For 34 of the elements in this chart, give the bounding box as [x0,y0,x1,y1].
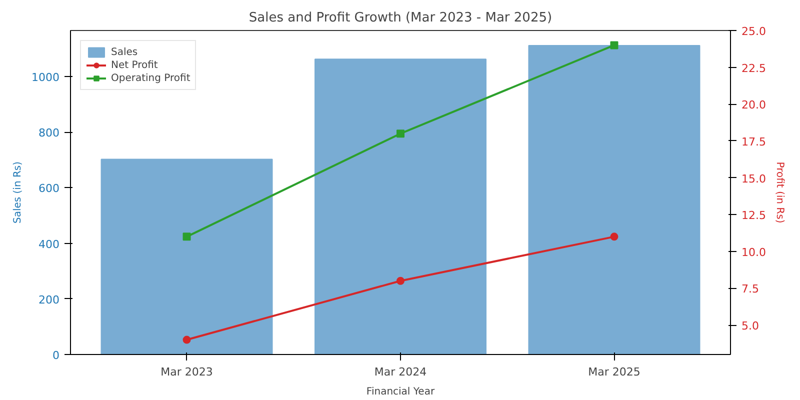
bar [314,58,486,354]
x-axis-title: Financial Year [366,386,436,398]
chart-title: Sales and Profit Growth (Mar 2023 - Mar 2025) [248,10,552,26]
legend-label: Sales [111,46,138,58]
y-tick-label: 800 [38,126,60,140]
y2-axis-title: Profit (in Rs) [774,162,785,224]
y2-tick-label: 12.5 [742,209,766,222]
legend-label: Net Profit [111,60,158,70]
y-tick-label: 200 [38,293,60,306]
x-tick-label: Mar 2023 [160,366,213,378]
bar [528,45,700,354]
x-tick-label: Mar 2025 [588,366,640,378]
y-tick-label: 0 [52,349,60,362]
y-axis-title: Sales (in Rs) [12,161,24,224]
point [610,41,618,50]
y2-tick-label: 10.0 [742,246,766,259]
y2-tick-label: 22.5 [742,62,766,75]
y-tick-label: 600 [38,182,60,196]
y2-tick-label: 17.5 [742,135,766,148]
point [182,232,191,241]
bar [100,158,273,354]
x-tick-label: Mar 2024 [374,366,427,378]
y2-tick-label: 15.0 [742,172,766,186]
point [182,336,191,344]
y2-tick-label: 7.5 [742,282,759,296]
legend-label: Operating Profit [111,72,190,84]
y2-tick-label: 20.0 [742,98,766,112]
y-tick-label: 1000 [32,70,60,84]
y2-tick-label: 5.0 [742,320,759,333]
point [396,130,404,138]
point [396,276,404,285]
y-tick-label: 400 [38,238,60,251]
point [610,232,618,241]
y2-tick-label: 25.0 [742,25,766,38]
